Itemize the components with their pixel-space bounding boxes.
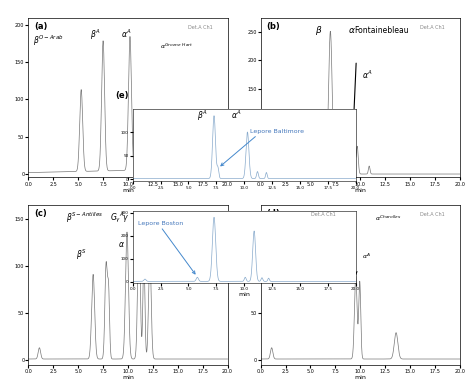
Text: Det.A Ch1: Det.A Ch1 (188, 25, 212, 30)
Text: Lepore Boston: Lepore Boston (138, 221, 183, 226)
Text: $G_{\gamma}{}^{A}\!\gamma$: $G_{\gamma}{}^{A}\!\gamma$ (110, 211, 129, 225)
X-axis label: min: min (122, 188, 134, 193)
Text: $\alpha^{A}$: $\alpha^{A}$ (362, 68, 373, 81)
Text: $\alpha^{A}$: $\alpha^{A}$ (231, 108, 241, 121)
Text: (a): (a) (35, 22, 48, 31)
Text: (c): (c) (35, 209, 47, 218)
Text: $\beta^{S}$: $\beta^{S}$ (76, 248, 87, 262)
Text: (e): (e) (115, 91, 128, 100)
Text: $\alpha^{Groene\ Hart}$: $\alpha^{Groene\ Hart}$ (160, 42, 193, 51)
Text: $\alpha^{Charolles}$: $\alpha^{Charolles}$ (375, 214, 402, 223)
X-axis label: min: min (238, 292, 250, 297)
Text: (b): (b) (267, 22, 281, 31)
X-axis label: min: min (354, 188, 366, 193)
Text: $\alpha$: $\alpha$ (348, 26, 356, 35)
Text: $\alpha$: $\alpha$ (118, 240, 125, 249)
Text: Lepore Baltimore: Lepore Baltimore (250, 129, 304, 135)
Text: Det.A Ch1: Det.A Ch1 (420, 25, 445, 30)
Text: Fontainebleau: Fontainebleau (354, 26, 409, 35)
Text: Det.A Ch1: Det.A Ch1 (311, 212, 336, 217)
Text: $\beta^{A}$: $\beta^{A}$ (90, 28, 101, 43)
Text: $\alpha^{A}$: $\alpha^{A}$ (362, 251, 371, 261)
Text: $\alpha^{48\ Leu>Gln}$: $\alpha^{48\ Leu>Gln}$ (319, 214, 352, 223)
Text: $\alpha^{A}$: $\alpha^{A}$ (121, 28, 132, 41)
Text: $\beta$: $\beta$ (316, 24, 323, 37)
Text: Det.A Ch1: Det.A Ch1 (420, 212, 445, 217)
Text: (d): (d) (267, 209, 281, 218)
Text: $\beta^{A}$: $\beta^{A}$ (197, 108, 208, 122)
Text: $\beta^{O-Arab}$: $\beta^{O-Arab}$ (33, 33, 64, 48)
X-axis label: min: min (122, 375, 134, 380)
Text: Det.A Ch1: Det.A Ch1 (188, 212, 212, 217)
Text: $\beta^{S-Antilles}$: $\beta^{S-Antilles}$ (66, 210, 103, 225)
X-axis label: min: min (354, 375, 366, 380)
